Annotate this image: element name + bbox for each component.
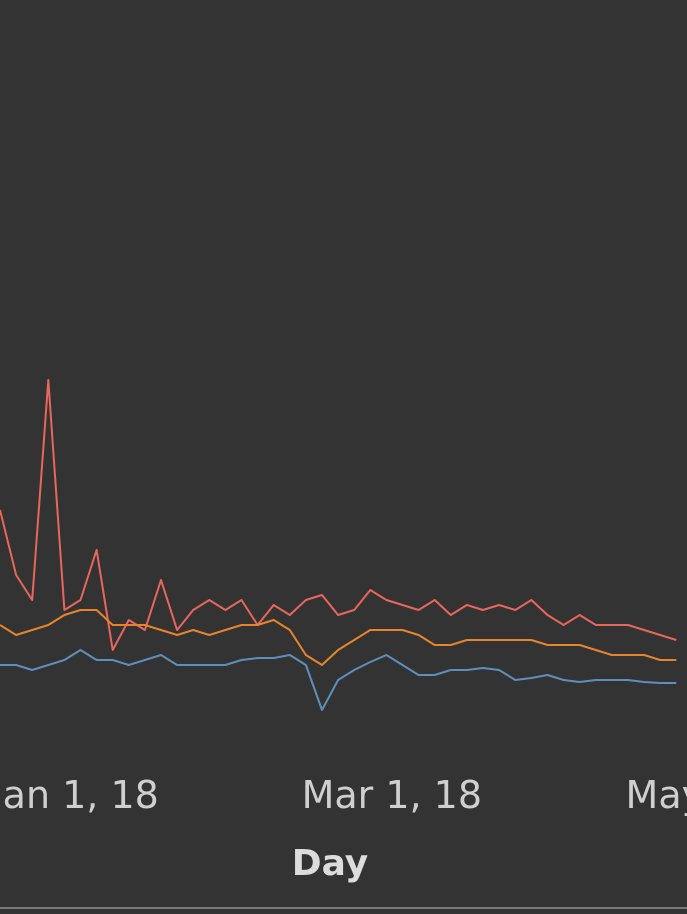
x-tick-label: Mar 1, 18	[302, 773, 482, 817]
x-tick-label: Jan 1, 18	[0, 773, 159, 817]
series-line	[0, 649, 677, 711]
x-axis-label: Day	[292, 843, 369, 884]
series-line	[0, 609, 677, 666]
x-tick-label: May 1, 18	[626, 773, 687, 817]
series-line	[0, 379, 677, 651]
